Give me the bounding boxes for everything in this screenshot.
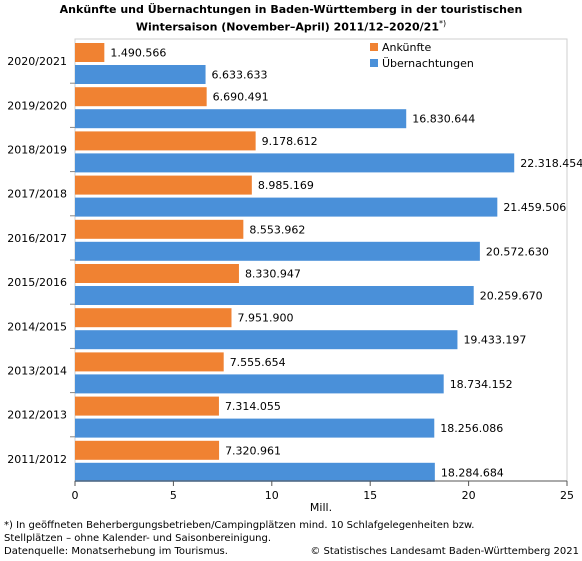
footnote-line-2: Stellplätzen – ohne Kalender- und Saison…: [4, 533, 272, 544]
bar-ankuenfte: [75, 396, 219, 416]
data-label: 18.256.086: [440, 422, 503, 435]
data-label: 22.318.454: [520, 157, 582, 170]
bar-ankuenfte: [75, 131, 256, 151]
bar-uebernachtungen: [75, 241, 480, 261]
legend-label: Ankünfte: [382, 41, 431, 54]
chart-title-note: *): [439, 19, 447, 28]
data-label: 16.830.644: [412, 113, 475, 126]
bar-ankuenfte: [75, 43, 105, 62]
x-tick-label: 25: [560, 489, 574, 502]
data-label: 7.951.900: [237, 312, 293, 325]
bar-uebernachtungen: [75, 418, 435, 438]
bar-uebernachtungen: [75, 286, 474, 305]
data-label: 1.490.566: [110, 47, 166, 60]
category-label: 2011/2012: [7, 453, 67, 466]
data-label: 20.572.630: [486, 245, 549, 258]
data-label: 18.734.152: [450, 378, 513, 391]
legend-label: Übernachtungen: [382, 57, 474, 70]
data-label: 8.330.947: [245, 268, 301, 281]
category-label: 2015/2016: [7, 276, 67, 289]
x-tick-label: 5: [170, 489, 177, 502]
data-label: 6.690.491: [213, 91, 269, 104]
bar-ankuenfte: [75, 440, 220, 460]
chart-title-line-2-text: Wintersaison (November–April) 2011/12–20…: [135, 20, 439, 34]
category-label: 2016/2017: [7, 232, 67, 245]
x-tick-label: 0: [72, 489, 79, 502]
x-tick-label: 20: [462, 489, 476, 502]
data-label: 8.985.169: [258, 179, 314, 192]
category-label: 2018/2019: [7, 144, 67, 157]
data-label: 20.259.670: [480, 290, 543, 303]
bar-uebernachtungen: [75, 197, 498, 217]
x-tick-label: 15: [363, 489, 377, 502]
x-tick-label: 10: [265, 489, 279, 502]
data-label: 7.314.055: [225, 400, 281, 413]
data-label: 9.178.612: [262, 135, 318, 148]
bar-uebernachtungen: [75, 374, 444, 394]
bar-uebernachtungen: [75, 330, 458, 350]
legend-swatch: [370, 59, 378, 67]
bar-ankuenfte: [75, 352, 224, 372]
category-label: 2017/2018: [7, 188, 67, 201]
bar-ankuenfte: [75, 175, 252, 195]
category-label: 2014/2015: [7, 320, 67, 333]
category-label: 2019/2020: [7, 99, 67, 112]
data-label: 18.284.684: [441, 466, 504, 479]
chart-title-line-2: Wintersaison (November–April) 2011/12–20…: [0, 17, 582, 35]
data-label: 19.433.197: [463, 334, 526, 347]
bar-uebernachtungen: [75, 153, 515, 173]
chart-footer: *) In geöffneten Beherbergungsbetrieben/…: [4, 519, 579, 558]
bar-ankuenfte: [75, 87, 207, 107]
bar-chart: 2020/2021 1.490.566 6.633.633 2019/2020 6.69…: [7, 38, 582, 514]
x-axis-label: Mill.: [310, 501, 332, 514]
category-label: 2013/2014: [7, 365, 67, 378]
chart-title-line-1: Ankünfte und Übernachtungen in Baden-Wür…: [59, 3, 523, 16]
data-label: 8.553.962: [249, 223, 305, 236]
data-label: 7.320.961: [225, 444, 281, 457]
data-source: Datenquelle: Monatserhebung im Tourismus…: [4, 546, 228, 557]
data-label: 21.459.506: [503, 201, 566, 214]
chart-title: Ankünfte und Übernachtungen in Baden-Wür…: [0, 3, 582, 35]
legend-swatch: [370, 43, 378, 51]
bar-uebernachtungen: [75, 462, 435, 482]
category-label: 2020/2021: [7, 55, 67, 68]
copyright-notice: © Statistisches Landesamt Baden-Württemb…: [310, 546, 579, 557]
bar-uebernachtungen: [75, 65, 206, 84]
bar-ankuenfte: [75, 308, 232, 328]
data-label: 7.555.654: [230, 356, 286, 369]
bar-ankuenfte: [75, 219, 244, 239]
bar-uebernachtungen: [75, 109, 407, 129]
footnote-line-1: *) In geöffneten Beherbergungsbetrieben/…: [4, 520, 475, 531]
data-label: 6.633.633: [212, 69, 268, 82]
category-label: 2012/2013: [7, 409, 67, 422]
bar-ankuenfte: [75, 264, 239, 283]
